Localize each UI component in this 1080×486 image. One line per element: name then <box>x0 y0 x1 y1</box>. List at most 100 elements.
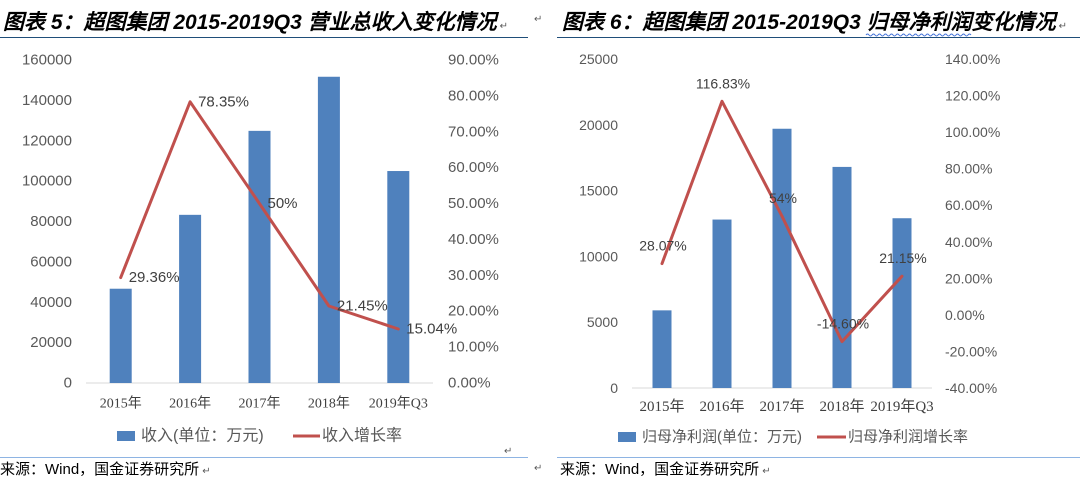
left-axis-tick-label: 100000 <box>22 173 72 190</box>
right-axis-tick-label: 80.00% <box>945 161 992 177</box>
right-axis-tick-label: 10.00% <box>448 339 499 356</box>
left-axis-tick-label: 0 <box>610 380 618 396</box>
plot-layer: 0 20000 40000 60000 80000 100000 120000 140000 1… <box>22 52 499 412</box>
bar <box>892 218 912 388</box>
legend: 收入(单位：万元) 收入增长率 <box>117 427 402 445</box>
net-profit-chart: 0 5000 10000 15000 20000 25000 -40.00% -20.00% 0… <box>579 33 1000 446</box>
right-axis-tick-label: 60.00% <box>448 159 499 176</box>
legend-bar-swatch <box>117 431 135 441</box>
source-note: 来源：Wind，国金证券研究所 ↵ <box>0 460 211 480</box>
x-axis-category-label: 2018年 <box>308 396 350 412</box>
legend-bar-label: 归母净利润(单位：万元) <box>642 429 802 446</box>
right-axis-tick-label: 140.00% <box>945 51 1000 67</box>
paragraph-mark: ↵ <box>202 466 211 477</box>
bar <box>712 219 732 388</box>
right-axis-tick-label: 30.00% <box>448 267 499 284</box>
legend: 归母净利润(单位：万元) 归母净利润增长率 <box>618 429 968 446</box>
legend-line-label: 收入增长率 <box>322 427 402 445</box>
right-axis-tick-label: 60.00% <box>945 197 992 213</box>
left-axis-tick-label: 120000 <box>22 132 72 149</box>
paragraph-mark: ↵ <box>499 21 509 32</box>
source-divider <box>557 457 1080 458</box>
bar <box>248 130 271 383</box>
right-axis-tick-label: 70.00% <box>448 123 499 140</box>
right-axis-tick-label: 80.00% <box>448 87 499 104</box>
right-axis-tick-label: 100.00% <box>945 124 1000 140</box>
data-label: 28.07% <box>639 238 686 254</box>
left-axis-tick-label: 60000 <box>30 253 72 270</box>
right-axis-tick-label: 40.00% <box>945 234 992 250</box>
left-axis-tick-label: 140000 <box>22 92 72 109</box>
left-axis-tick-label: 0 <box>64 375 72 392</box>
right-axis-tick-label: 50.00% <box>448 195 499 212</box>
legend-bar-swatch <box>618 432 636 442</box>
bar <box>772 128 792 389</box>
right-axis-tick-label: 0.00% <box>448 375 491 392</box>
chart-title: 图表 6：超图集团 2015-2019Q3 归母净利润变化情况 ↵ <box>562 10 1067 35</box>
left-axis-tick-label: 25000 <box>579 51 618 67</box>
paragraph-mark: ↵ <box>1058 21 1068 32</box>
source-note: 来源：Wind，国金证券研究所 ↵ <box>560 460 771 480</box>
left-axis-tick-label: 10000 <box>579 248 618 264</box>
left-axis-tick-label: 80000 <box>30 213 72 230</box>
paragraph-mark: ↵ <box>534 14 543 25</box>
right-axis-tick-label: 90.00% <box>448 52 499 69</box>
source-text: 来源：Wind，国金证券研究所 <box>0 461 200 478</box>
legend-line-label: 归母净利润增长率 <box>848 429 968 446</box>
source-divider <box>0 457 528 458</box>
right-axis-tick-label: 120.00% <box>945 88 1000 104</box>
net-profit-chart-panel: 0 5000 10000 15000 20000 25000 -40.00% -20.00% 0… <box>557 0 1080 486</box>
bar <box>179 214 202 383</box>
left-axis-tick-label: 40000 <box>30 294 72 311</box>
x-axis-category-label: 2016年 <box>699 398 744 415</box>
grammar-squiggle <box>865 33 972 37</box>
right-axis-tick-label: 20.00% <box>448 303 499 320</box>
left-axis-tick-label: 15000 <box>579 183 618 199</box>
data-label: 29.36% <box>129 269 180 286</box>
paragraph-mark: ↵ <box>504 446 513 457</box>
data-label: 21.45% <box>337 298 388 315</box>
left-axis-tick-label: 20000 <box>579 117 618 133</box>
data-label: 50% <box>268 195 298 212</box>
left-axis-tick-label: 5000 <box>587 314 618 330</box>
right-axis-tick-label: 0.00% <box>945 307 985 323</box>
data-label: 15.04% <box>406 321 457 338</box>
data-label: 21.15% <box>879 250 926 266</box>
bar <box>109 288 132 383</box>
x-axis-category-label: 2019年Q3 <box>870 398 933 415</box>
left-axis-tick-label: 160000 <box>22 52 72 69</box>
title-divider <box>557 37 1080 38</box>
growth-rate-line <box>660 99 904 344</box>
chart-title-text: 图表 6：超图集团 2015-2019Q3 归母净利润变化情况 <box>562 11 1056 34</box>
title-divider <box>0 37 528 38</box>
x-axis-category-label: 2018年 <box>819 398 864 415</box>
bar <box>317 76 340 384</box>
bar <box>652 310 672 388</box>
bar <box>387 171 410 383</box>
plot-layer: 0 5000 10000 15000 20000 25000 -40.00% -20.00% 0… <box>579 51 1000 415</box>
growth-rate-line <box>119 100 400 331</box>
x-axis-category-label: 2017年 <box>239 396 281 412</box>
revenue-chart-panel: 0 20000 40000 60000 80000 100000 120000 140000 1… <box>0 0 530 486</box>
right-axis-tick-label: 40.00% <box>448 231 499 248</box>
revenue-chart: 0 20000 40000 60000 80000 100000 120000 140000 1… <box>22 52 499 445</box>
paragraph-mark: ↵ <box>534 463 543 474</box>
paragraph-mark: ↵ <box>762 466 771 477</box>
legend-bar-label: 收入(单位：万元) <box>141 427 264 445</box>
chart-title: 图表 5：超图集团 2015-2019Q3 营业总收入变化情况 ↵ <box>3 10 508 35</box>
data-label: 78.35% <box>198 93 249 110</box>
left-axis-tick-label: 20000 <box>30 334 72 351</box>
chart-title-text: 图表 5：超图集团 2015-2019Q3 营业总收入变化情况 <box>3 11 497 34</box>
right-axis-tick-label: -20.00% <box>945 343 997 359</box>
data-label: 116.83% <box>696 75 750 91</box>
bar <box>832 166 852 388</box>
x-axis-category-label: 2017年 <box>759 398 804 415</box>
x-axis-category-label: 2015年 <box>100 396 142 412</box>
data-label: 54% <box>769 190 797 206</box>
right-axis-tick-label: -40.00% <box>945 380 997 396</box>
data-label: -14.60% <box>817 316 869 332</box>
right-axis-tick-label: 20.00% <box>945 270 992 286</box>
x-axis-category-label: 2016年 <box>169 396 211 412</box>
x-axis-category-label: 2019年Q3 <box>369 396 428 412</box>
source-text: 来源：Wind，国金证券研究所 <box>560 461 760 478</box>
